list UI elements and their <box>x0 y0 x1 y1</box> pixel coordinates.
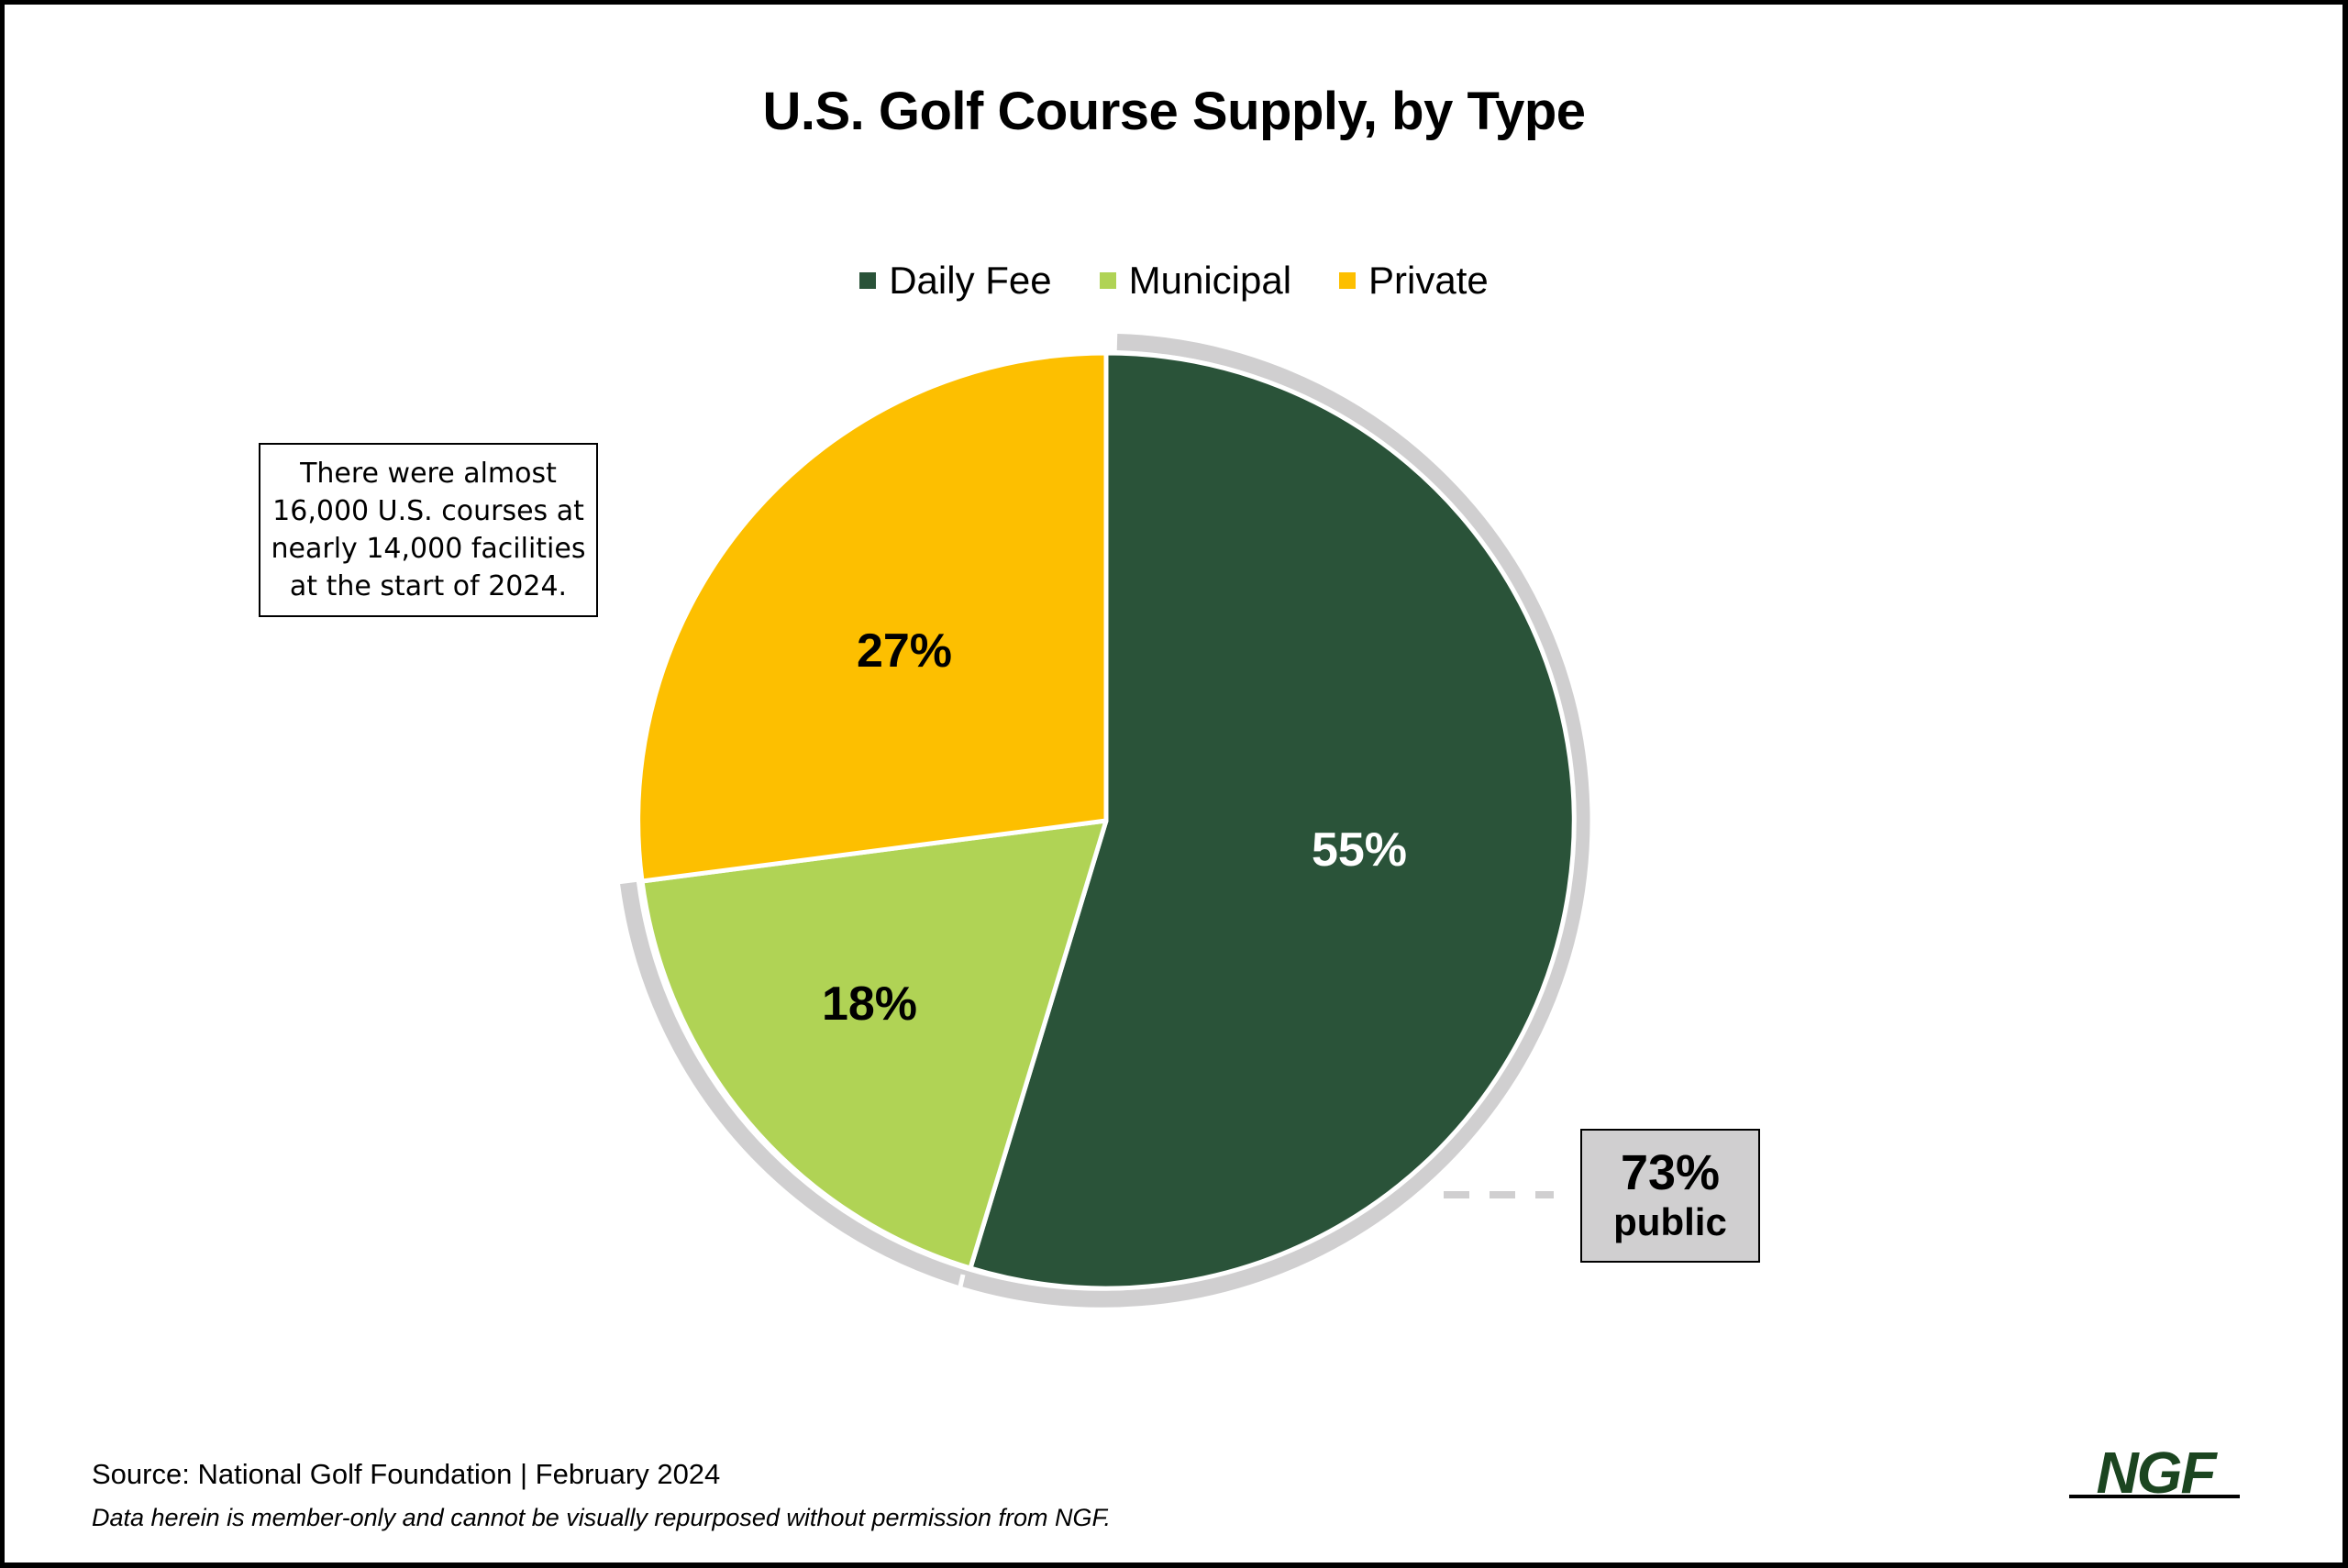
pie-slice-municipal[interactable] <box>639 818 1109 1271</box>
logo-underline <box>2069 1495 2240 1498</box>
public-summary-box: 73% public <box>1580 1129 1760 1263</box>
legend-swatch-daily-fee <box>859 272 877 289</box>
legend-label: Daily Fee <box>889 259 1052 302</box>
legend-swatch-private <box>1339 272 1357 289</box>
source-note: Source: National Golf Foundation | Febru… <box>92 1458 721 1490</box>
slice-label-private: 27% <box>857 624 952 678</box>
legend-label: Municipal <box>1128 259 1292 302</box>
legend-item-daily-fee: Daily Fee <box>859 259 1052 303</box>
annotation-callout: There were almost 16,000 U.S. courses at… <box>259 443 598 617</box>
public-arc <box>620 334 1590 1308</box>
pie-slice-private[interactable] <box>636 350 1109 884</box>
chart-title: U.S. Golf Course Supply, by Type <box>762 82 1586 141</box>
public-arc-gap <box>953 1274 966 1308</box>
disclaimer-note: Data herein is member-only and cannot be… <box>92 1504 1112 1531</box>
slice-label-daily-fee: 55% <box>1312 823 1407 877</box>
legend-label: Private <box>1368 259 1489 302</box>
public-label: public <box>1613 1200 1727 1243</box>
legend-item-private: Private <box>1339 259 1489 303</box>
legend-swatch-municipal <box>1099 272 1116 289</box>
slice-label-municipal: 18% <box>822 977 917 1031</box>
ngf-logo: NGF <box>2069 1445 2240 1506</box>
pie-slice-daily-fee[interactable] <box>968 350 1577 1291</box>
legend-item-municipal: Municipal <box>1099 259 1292 303</box>
callout-text: There were almost 16,000 U.S. courses at… <box>271 458 586 602</box>
chart-legend: Daily Fee Municipal Private <box>0 259 2348 303</box>
public-percentage: 73% <box>1620 1145 1721 1200</box>
